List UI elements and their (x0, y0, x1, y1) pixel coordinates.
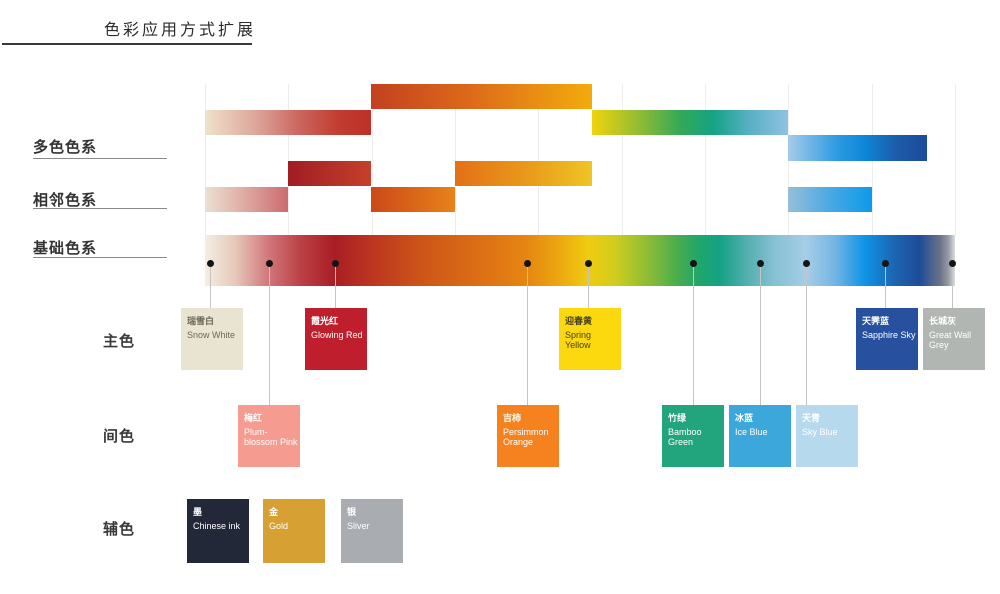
connector-line-sapphire-sky (885, 266, 886, 308)
swatch-name-cn: 瑞雪白 (187, 316, 215, 326)
spectrum-dot-spring-yellow (585, 260, 592, 267)
gradient-bar-multi-bar-blue (788, 135, 927, 161)
spectrum-dot-bamboo-green (690, 260, 697, 267)
swatch-name-cn: 吉柿 (503, 413, 522, 423)
label-adjacent-color-series: 相邻色系 (33, 192, 98, 209)
swatch-name-en: Chinese ink (193, 520, 241, 531)
gradient-bar-multi-bar-red (205, 110, 371, 135)
swatch-name-en: Plum-blossom Pink (244, 426, 298, 448)
swatch-name-cn: 冰蓝 (735, 413, 754, 423)
connector-line-great-wall-grey (952, 266, 953, 308)
spectrum-dot-sky-blue (803, 260, 810, 267)
spectrum-dot-great-wall-grey (949, 260, 956, 267)
swatch-name-en: Gold (269, 520, 289, 531)
color-swatch-plum-blossom-pink: 梅红 Plum-blossom Pink (238, 405, 300, 467)
connector-line-snow-white (210, 266, 211, 308)
connector-line-glowing-red (335, 266, 336, 308)
spectrum-bar (205, 235, 955, 286)
connector-line-spring-yellow (588, 266, 589, 308)
color-swatch-ice-blue: 冰蓝 Ice Blue (729, 405, 791, 467)
gradient-bar-adjacent-bar-orange-yellow (455, 161, 592, 186)
swatch-name-en: Sky Blue (802, 426, 838, 437)
multi-color-series-underline (33, 158, 167, 159)
swatch-name-cn: 墨 (193, 507, 203, 517)
color-swatch-bamboo-green: 竹绿 Bamboo Green (662, 405, 724, 467)
page-title: 色彩应用方式扩展 (104, 22, 257, 39)
spectrum-dot-glowing-red (332, 260, 339, 267)
grid-column-line (372, 84, 373, 235)
grid-column-line (538, 84, 539, 235)
connector-line-persimmon-orange (527, 266, 528, 405)
connector-line-bamboo-green (693, 266, 694, 405)
swatch-name-cn: 天霁蓝 (862, 316, 890, 326)
connector-line-sky-blue (806, 266, 807, 405)
base-color-series-underline (33, 257, 167, 258)
color-swatch-chinese-ink: 墨 Chinese ink (187, 499, 249, 563)
color-swatch-gold: 金 Gold (263, 499, 325, 563)
swatch-name-cn: 银 (347, 507, 357, 517)
swatch-name-cn: 天青 (802, 413, 821, 423)
swatch-name-en: Ice Blue (735, 426, 768, 437)
connector-line-plum-blossom-pink (269, 266, 270, 405)
gradient-bar-adjacent-bar-dark-red (288, 161, 371, 186)
color-swatch-snow-white: 瑞雪白 Snow White (181, 308, 243, 370)
label-primary-colors: 主色 (103, 333, 136, 350)
spectrum-dot-sapphire-sky (882, 260, 889, 267)
spectrum-dot-persimmon-orange (524, 260, 531, 267)
swatch-name-en: Spring Yellow (565, 329, 592, 351)
spectrum-dot-plum-blossom-pink (266, 260, 273, 267)
grid-column-line (705, 84, 706, 235)
gradient-bar-multi-bar-yellow-green-blue (592, 110, 788, 135)
color-swatch-sliver: 银 Sliver (341, 499, 403, 563)
spectrum-dot-ice-blue (757, 260, 764, 267)
connector-line-ice-blue (760, 266, 761, 405)
swatch-name-en: Bamboo Green (668, 426, 702, 448)
color-swatch-glowing-red: 霞光红 Glowing Red (305, 308, 367, 370)
swatch-name-en: Great Wall Grey (929, 329, 972, 351)
label-multi-color-series: 多色色系 (33, 139, 98, 156)
grid-column-line (622, 84, 623, 235)
color-swatch-sky-blue: 天青 Sky Blue (796, 405, 858, 467)
color-swatch-persimmon-orange: 吉柿 Persimmon Orange (497, 405, 559, 467)
adjacent-color-series-underline (33, 208, 167, 209)
title-underline (2, 43, 252, 45)
label-auxiliary-colors: 辅色 (103, 521, 136, 538)
grid-column-line (955, 84, 956, 235)
swatch-name-cn: 长城灰 (929, 316, 957, 326)
grid-column-line (288, 84, 289, 235)
swatch-name-cn: 霞光红 (311, 316, 339, 326)
color-swatch-great-wall-grey: 长城灰 Great Wall Grey (923, 308, 985, 370)
swatch-name-cn: 金 (269, 507, 279, 517)
swatch-name-en: Persimmon Orange (503, 426, 549, 448)
gradient-bar-adjacent-bar-dark-orange (371, 187, 455, 212)
swatch-name-en: Snow White (187, 329, 236, 340)
swatch-name-en: Sliver (347, 520, 370, 531)
gradient-bar-adjacent-bar-light-blue (788, 187, 872, 212)
color-swatch-spring-yellow: 迎春黄 Spring Yellow (559, 308, 621, 370)
swatch-name-en: Sapphire Sky (862, 329, 916, 340)
grid-column-line (205, 84, 206, 235)
label-secondary-colors: 间色 (103, 428, 136, 445)
color-swatch-sapphire-sky: 天霁蓝 Sapphire Sky (856, 308, 918, 370)
gradient-bar-multi-bar-orange (371, 84, 592, 109)
spectrum-dot-snow-white (207, 260, 214, 267)
swatch-name-cn: 梅红 (244, 413, 263, 423)
swatch-name-cn: 迎春黄 (565, 316, 593, 326)
label-base-color-series: 基础色系 (33, 240, 98, 257)
gradient-bar-adjacent-bar-cream-pink (205, 187, 288, 212)
swatch-name-en: Glowing Red (311, 329, 363, 340)
grid-column-line (455, 84, 456, 235)
swatch-name-cn: 竹绿 (668, 413, 687, 423)
